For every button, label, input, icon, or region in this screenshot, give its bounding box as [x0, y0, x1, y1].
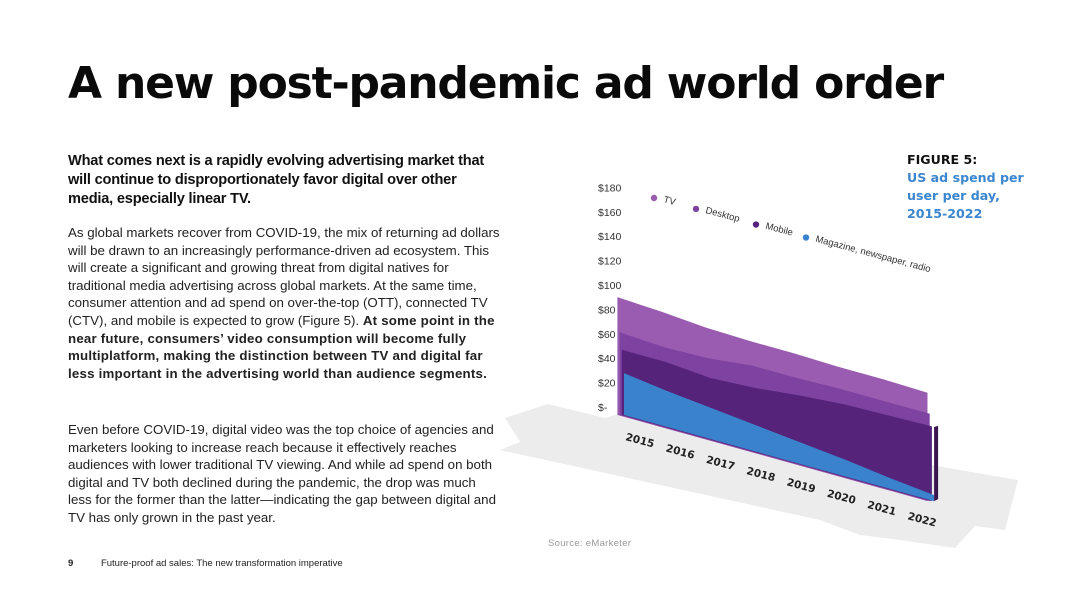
lead-paragraph: What comes next is a rapidly evolving ad… — [68, 153, 485, 207]
chart-shadow-floor — [500, 404, 1018, 548]
figure-number: FIGURE 5: — [907, 152, 978, 167]
footer-text: Future-proof ad sales: The new transform… — [100, 558, 343, 569]
body-paragraph-1: As global markets recover from COVID-19,… — [68, 224, 500, 382]
legend-label: TV — [662, 194, 677, 208]
chart-side-edge — [934, 425, 939, 502]
y-tick-label: $40 — [598, 353, 616, 365]
body-paragraph-1-emphasis: At some point in the near future, consum… — [68, 312, 495, 381]
y-tick-label: $20 — [598, 378, 616, 390]
figure-title: US ad spend per user per day, 2015-2022 — [907, 170, 1024, 221]
legend-swatch — [752, 221, 760, 228]
y-tick-label: $- — [598, 402, 608, 414]
legend-swatch — [802, 234, 810, 241]
y-tick-label: $80 — [598, 304, 616, 316]
y-tick-label: $140 — [598, 231, 622, 243]
chart-source: Source: eMarketer — [548, 538, 632, 549]
page-number: 9 — [68, 558, 74, 569]
legend-swatch — [692, 205, 700, 213]
series-area-mobile — [621, 349, 932, 502]
page-title: A new post-pandemic ad world order — [68, 58, 944, 109]
legend-label: Mobile — [764, 221, 794, 239]
y-tick-label: $160 — [598, 207, 622, 219]
y-tick-label: $120 — [598, 256, 622, 268]
legend-label: Magazine, newspaper, radio — [814, 234, 932, 275]
legend-label: Desktop — [704, 205, 741, 225]
body-paragraph-1-text: As global markets recover from COVID-19,… — [68, 225, 500, 328]
y-tick-label: $60 — [598, 329, 616, 341]
page-footer: 9 Future-proof ad sales: The new transfo… — [68, 558, 343, 569]
y-tick-label: $180 — [598, 182, 622, 194]
body-paragraph-2: Even before COVID-19, digital video was … — [68, 422, 496, 525]
figure-caption: FIGURE 5: US ad spend per user per day, … — [907, 151, 1047, 223]
y-tick-label: $100 — [598, 280, 622, 292]
series-area-magazine-newspaper-radio — [624, 373, 935, 502]
legend-swatch — [650, 194, 658, 202]
